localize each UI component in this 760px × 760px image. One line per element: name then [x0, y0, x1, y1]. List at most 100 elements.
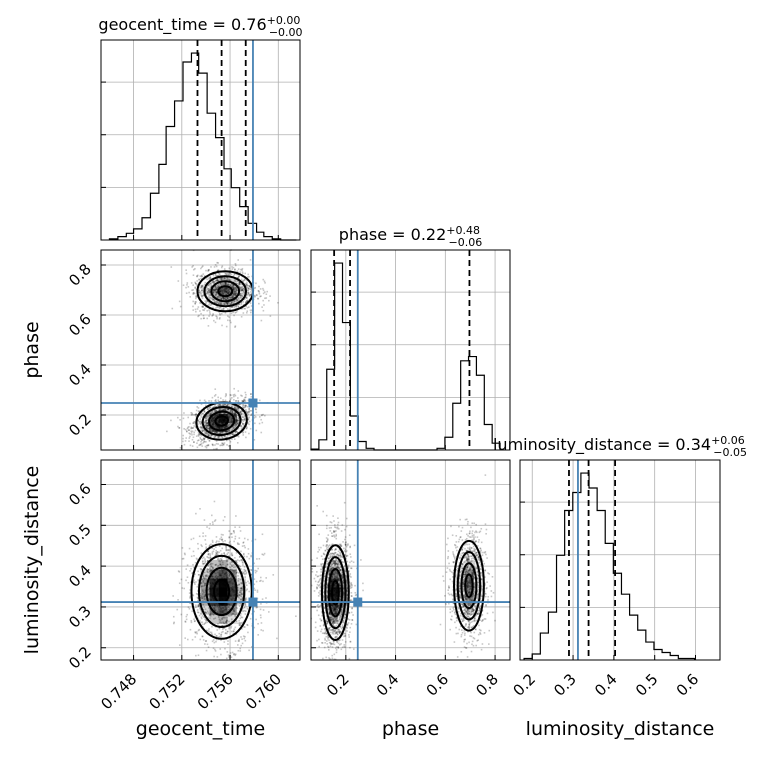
- scatter-point: [231, 434, 234, 436]
- scatter-point: [239, 587, 242, 590]
- scatter-point: [223, 281, 226, 284]
- scatter-point: [232, 283, 234, 286]
- scatter-point: [206, 286, 208, 289]
- scatter-point: [227, 283, 230, 285]
- scatter-point: [333, 585, 336, 587]
- scatter-point: [206, 426, 208, 429]
- scatter-point: [218, 409, 221, 412]
- scatter-point: [215, 577, 218, 579]
- density-cell: [464, 587, 475, 597]
- scatter-point: [229, 607, 231, 610]
- scatter-point: [196, 609, 199, 611]
- scatter-point: [215, 536, 218, 538]
- scatter-point: [318, 533, 320, 536]
- scatter-point: [243, 398, 245, 401]
- scatter-point: [341, 561, 343, 563]
- scatter-point: [207, 293, 210, 295]
- scatter-point: [314, 580, 317, 583]
- scatter-point: [236, 421, 239, 424]
- scatter-point: [227, 278, 230, 281]
- scatter-point: [329, 580, 332, 583]
- scatter-point: [231, 296, 234, 299]
- scatter-point: [225, 579, 227, 582]
- scatter-point: [262, 580, 264, 583]
- scatter-point: [223, 283, 226, 286]
- scatter-point: [242, 423, 244, 425]
- scatter-point: [192, 563, 194, 566]
- scatter-point: [204, 595, 206, 598]
- scatter-point: [212, 421, 215, 424]
- scatter-point: [203, 438, 206, 441]
- scatter-point: [277, 301, 279, 304]
- scatter-point: [216, 565, 219, 567]
- scatter-point: [228, 575, 231, 577]
- scatter-point: [218, 414, 220, 416]
- scatter-point: [212, 578, 215, 580]
- scatter-point: [201, 285, 203, 288]
- scatter-point: [344, 536, 347, 538]
- scatter-point: [259, 576, 262, 579]
- scatter-point: [214, 393, 217, 396]
- scatter-point: [217, 396, 219, 399]
- scatter-point: [212, 577, 214, 580]
- scatter-point: [207, 284, 210, 286]
- scatter-point: [237, 303, 239, 306]
- scatter-point: [216, 591, 218, 594]
- scatter-point: [331, 607, 334, 610]
- scatter-point: [329, 593, 331, 595]
- scatter-point: [235, 297, 237, 300]
- scatter-point: [206, 560, 209, 562]
- scatter-point: [241, 295, 243, 297]
- scatter-point: [190, 621, 193, 624]
- scatter-point: [339, 563, 341, 566]
- scatter-point: [258, 422, 261, 425]
- scatter-point: [224, 608, 226, 611]
- scatter-point: [244, 292, 246, 294]
- scatter-point: [207, 424, 209, 427]
- scatter-point: [245, 285, 248, 288]
- scatter-point: [199, 619, 201, 622]
- scatter-point: [244, 404, 246, 407]
- scatter-point: [198, 605, 200, 607]
- scatter-point: [341, 574, 344, 576]
- scatter-point: [224, 605, 226, 607]
- scatter-point: [212, 314, 214, 316]
- scatter-point: [244, 569, 247, 572]
- scatter-point: [238, 286, 241, 288]
- scatter-point: [194, 636, 197, 638]
- scatter-point: [211, 290, 214, 293]
- scatter-point: [234, 411, 237, 414]
- scatter-point: [203, 591, 205, 594]
- scatter-point: [249, 311, 252, 314]
- scatter-point: [341, 606, 344, 608]
- scatter-point: [204, 417, 207, 420]
- scatter-point: [240, 616, 243, 619]
- scatter-point: [207, 270, 209, 272]
- scatter-point: [241, 545, 244, 547]
- scatter-point: [221, 590, 224, 593]
- scatter-point: [221, 296, 223, 299]
- scatter-point: [214, 444, 216, 446]
- scatter-point: [227, 292, 229, 295]
- scatter-point: [213, 579, 216, 581]
- scatter-point: [232, 572, 234, 575]
- scatter-point: [236, 309, 239, 312]
- scatter-point: [322, 603, 325, 605]
- scatter-point: [223, 420, 225, 423]
- scatter-point: [221, 547, 224, 550]
- scatter-point: [243, 609, 246, 612]
- scatter-point: [205, 543, 207, 546]
- scatter-point: [214, 295, 216, 298]
- scatter-point: [236, 423, 238, 426]
- scatter-point: [225, 422, 227, 424]
- scatter-point: [199, 423, 202, 425]
- scatter-point: [177, 598, 179, 601]
- scatter-point: [330, 581, 332, 583]
- scatter-point: [212, 282, 215, 285]
- scatter-point: [220, 536, 223, 539]
- scatter-point: [198, 314, 200, 317]
- scatter-point: [221, 289, 224, 292]
- scatter-point: [207, 568, 209, 571]
- scatter-point: [333, 658, 336, 661]
- scatter-point: [240, 644, 242, 647]
